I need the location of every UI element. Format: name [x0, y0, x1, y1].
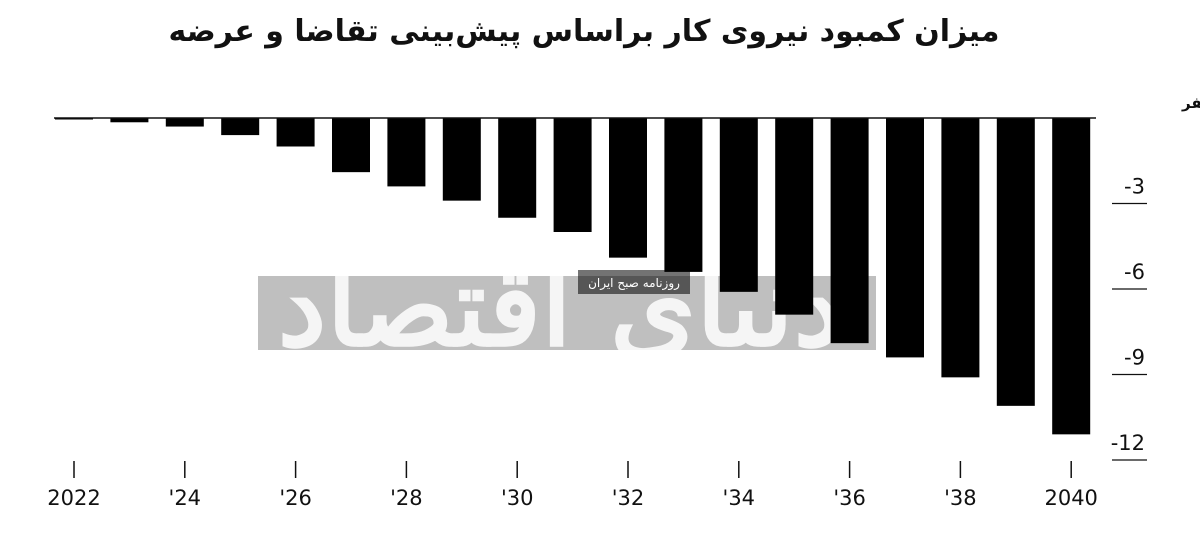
y-tick-label: -12 [1111, 431, 1145, 455]
bar-2026 [276, 118, 315, 147]
bar-2030 [498, 118, 537, 218]
chart-title: میزان کمبود نیروی کار براساس پیش‌بینی تق… [168, 14, 1000, 49]
x-tick-label: 2040 [1044, 486, 1097, 510]
x-tick-label: '32 [612, 486, 645, 510]
bar-2040 [1052, 118, 1091, 435]
watermark-tagline-box: روزنامه صبح ایران [578, 270, 690, 294]
bar-2023 [110, 118, 149, 123]
x-axis: 2022 '24 '26 '28 '30 '32 '34 '36 '38 2040 [47, 461, 1098, 510]
watermark-band [258, 276, 876, 350]
x-tick-label: '28 [390, 486, 423, 510]
bar-2029 [442, 118, 481, 201]
y-tick-label: -9 [1124, 346, 1145, 370]
bar-2028 [387, 118, 426, 187]
bar-2038 [941, 118, 980, 378]
y-unit-label: میلیون نفر [1181, 94, 1200, 112]
y-tick-label: -6 [1124, 260, 1145, 284]
x-tick-label: '26 [279, 486, 312, 510]
x-tick-label: '30 [501, 486, 534, 510]
bars-group [55, 118, 1091, 435]
bar-2036 [830, 118, 869, 344]
watermark-tagline: روزنامه صبح ایران [588, 276, 680, 291]
x-tick-label: '24 [169, 486, 202, 510]
x-tick-label: '38 [944, 486, 977, 510]
bar-2027 [332, 118, 370, 173]
bar-2032 [609, 118, 647, 258]
bar-2033 [664, 118, 703, 272]
bar-2039 [996, 118, 1035, 406]
x-tick-label: '34 [723, 486, 756, 510]
bar-2034 [719, 118, 758, 292]
x-tick-label: 2022 [47, 486, 100, 510]
bar-2031 [553, 118, 592, 232]
y-tick-label: -3 [1124, 175, 1145, 199]
bar-2024 [165, 118, 204, 127]
bar-2037 [886, 118, 924, 358]
bar-2025 [221, 118, 260, 136]
watermark: دنیای اقتصاد روزنامه صبح ایران [258, 242, 876, 371]
y-axis: -3 -6 -9 -12 [1111, 175, 1147, 461]
bar-2035 [775, 118, 814, 315]
x-tick-label: '36 [833, 486, 866, 510]
